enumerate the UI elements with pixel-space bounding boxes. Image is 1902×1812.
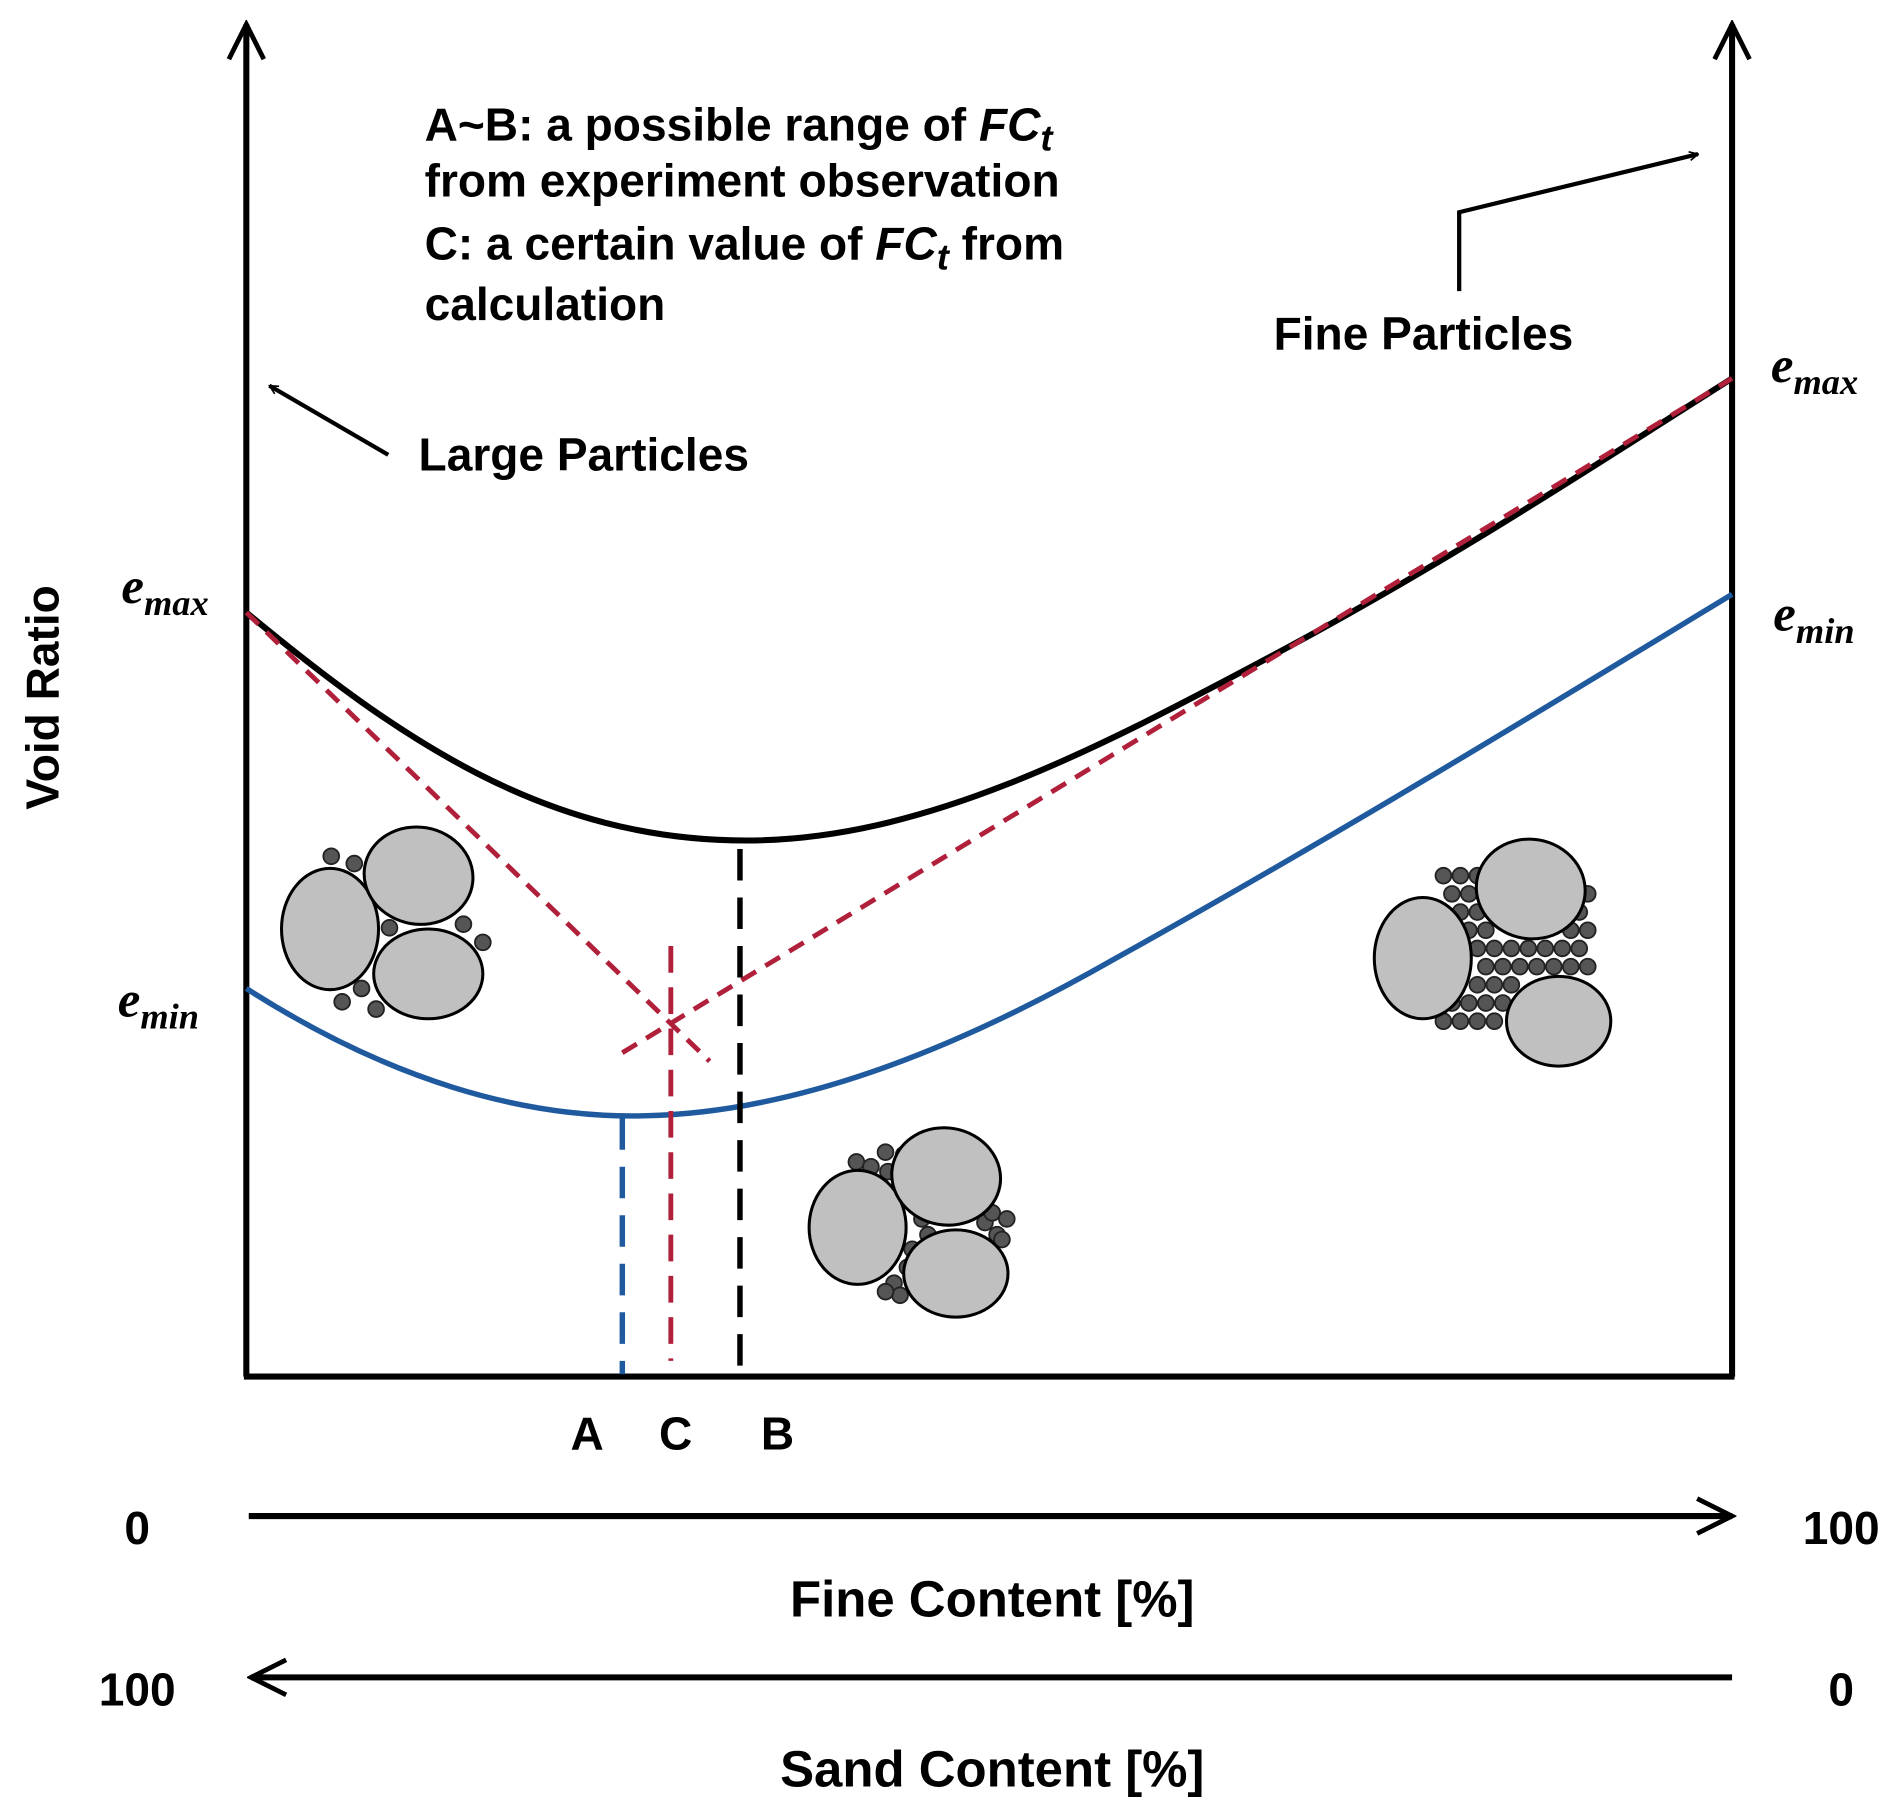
fine-particle — [993, 1230, 1011, 1249]
fine-particle — [876, 1282, 895, 1301]
emin-curve — [244, 591, 1734, 1119]
fine-particle — [1502, 976, 1521, 994]
fine-particle — [474, 933, 492, 952]
fine-particle — [1443, 885, 1461, 903]
emax-curve — [244, 375, 1734, 844]
fine-particle — [1477, 957, 1495, 976]
fine-particle — [1570, 939, 1589, 958]
symbol: FC — [979, 99, 1041, 151]
fine-end: 100 — [1803, 1502, 1880, 1554]
fine-particle — [1485, 1012, 1504, 1031]
fine-particle — [1468, 976, 1487, 994]
large-particles-label: Large Particles — [419, 429, 749, 481]
left-emax: emax — [121, 559, 208, 623]
fine-particle — [1477, 921, 1495, 940]
fine-particle — [1460, 994, 1478, 1012]
symbol: e — [118, 972, 141, 1028]
fine-particle — [322, 847, 341, 866]
symbol: FC — [875, 218, 937, 270]
fine-particle — [345, 854, 364, 873]
fine-particle — [997, 1210, 1016, 1228]
subscript: min — [1796, 611, 1855, 651]
fine-start: 0 — [124, 1502, 150, 1554]
symbol: e — [1773, 587, 1796, 643]
large-particle — [1372, 895, 1473, 1021]
fine-particle — [891, 1286, 909, 1305]
text: C: a certain value of — [425, 218, 876, 270]
fine-particle — [1502, 939, 1521, 958]
fine-particle — [1460, 885, 1478, 903]
red-dashed-line — [621, 376, 1734, 1055]
fine-particle — [1451, 866, 1470, 885]
subscript: max — [1793, 362, 1858, 402]
subscript: t — [937, 236, 951, 277]
fine-particle — [847, 1153, 866, 1171]
fine-particle — [333, 993, 351, 1011]
fine-particle — [1544, 957, 1563, 976]
fine-particle — [1485, 976, 1504, 994]
fine-particle — [1434, 866, 1453, 885]
subscript: min — [140, 996, 199, 1036]
fine-particle — [1451, 1012, 1470, 1031]
large-particle — [279, 866, 381, 992]
fine-particle — [352, 979, 371, 998]
fine-particle — [1485, 939, 1504, 958]
annotation-line: A~B: a possible range of FCt — [425, 99, 1055, 159]
fine-particle — [380, 919, 399, 937]
fine-particle — [1536, 939, 1555, 958]
fine-axis-title: Fine Content [%] — [790, 1571, 1195, 1628]
annotation-line: calculation — [425, 278, 666, 330]
symbol: e — [121, 559, 144, 615]
fine-particle — [1578, 957, 1597, 976]
fine-particle — [1494, 957, 1512, 976]
text: from — [949, 218, 1064, 270]
large-particle — [902, 1228, 1010, 1319]
fine-particle — [876, 1143, 895, 1162]
subscript: t — [1040, 117, 1054, 158]
particle-clusters — [279, 825, 1613, 1319]
fine-particle — [1561, 957, 1580, 976]
fine-particles-arrow — [1457, 154, 1698, 292]
fine-particle — [1578, 921, 1597, 940]
fine-particle — [1528, 957, 1546, 976]
annotation-line: from experiment observation — [425, 154, 1060, 206]
symbol: e — [1771, 338, 1794, 394]
fine-particle — [454, 915, 473, 933]
fine-particle — [1477, 994, 1495, 1012]
fine-particle — [1511, 957, 1529, 976]
text: A~B: a possible range of — [425, 99, 979, 151]
right-emax: emax — [1771, 338, 1858, 402]
sand-axis-title: Sand Content [%] — [780, 1741, 1204, 1798]
sand-end: 0 — [1828, 1663, 1854, 1715]
red-dashed-line — [244, 610, 712, 1063]
fine-particle — [1553, 939, 1572, 958]
large-particle — [1504, 974, 1613, 1068]
large-particle — [890, 1126, 1003, 1227]
large-particle — [807, 1168, 908, 1286]
marker-label: C — [659, 1407, 692, 1459]
marker-label: B — [761, 1407, 794, 1459]
annotation-line: C: a certain value of FCt from — [425, 218, 1064, 278]
large-particle — [1474, 837, 1587, 941]
large-particle — [372, 927, 485, 1021]
subscript: max — [144, 583, 209, 623]
sand-start: 100 — [99, 1663, 176, 1715]
y-axis-label: Void Ratio — [16, 585, 68, 809]
large-particles-arrow — [269, 383, 390, 457]
fine-particle — [1519, 939, 1538, 958]
fine-particles-label: Fine Particles — [1274, 307, 1574, 359]
fine-particle — [1468, 1012, 1487, 1031]
fine-particle — [367, 1000, 385, 1018]
left-emin: emin — [118, 972, 199, 1036]
marker-label: A — [571, 1407, 604, 1459]
large-particle — [362, 825, 475, 926]
right-emin: emin — [1773, 587, 1854, 651]
